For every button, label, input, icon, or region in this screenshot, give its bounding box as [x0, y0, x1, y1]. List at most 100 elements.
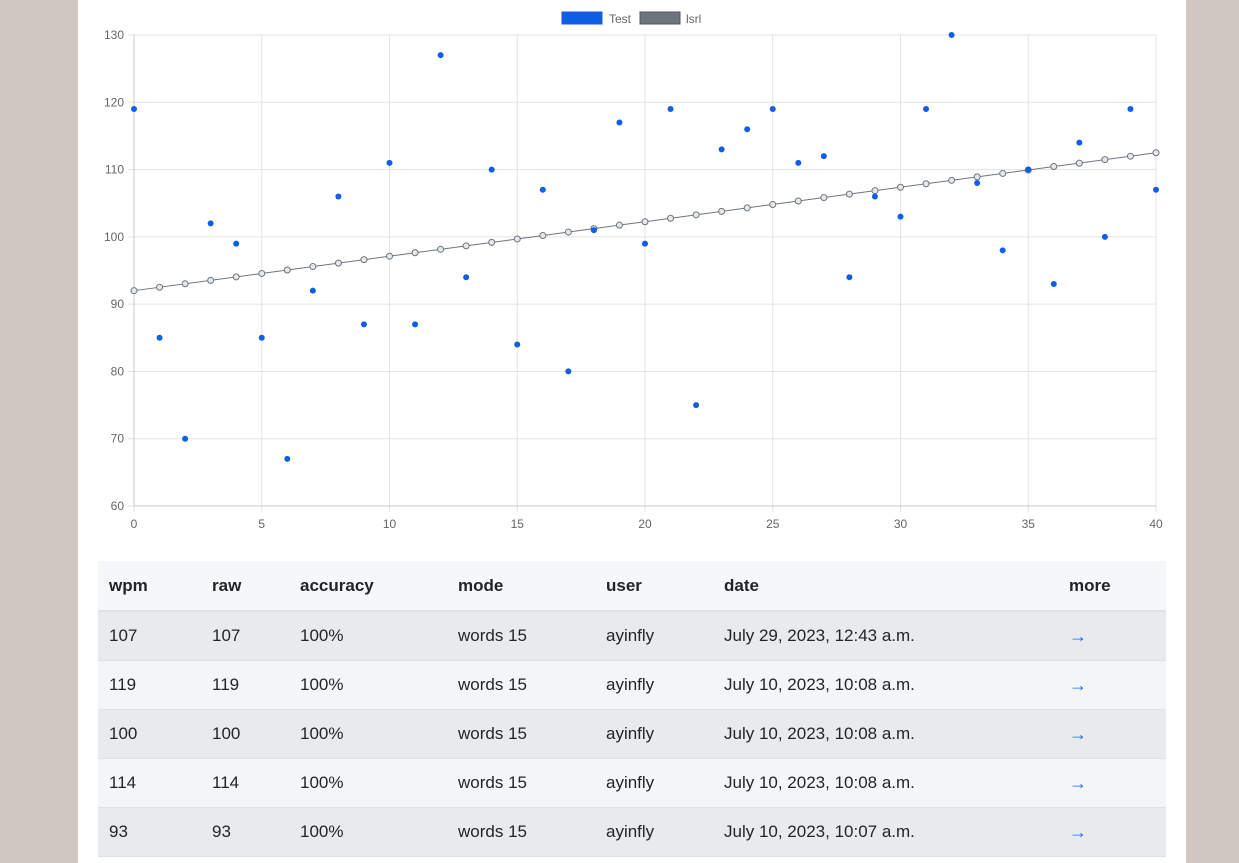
lsrl-point	[1126, 152, 1134, 160]
table-row: 100 100 100% words 15 ayinfly July 10, 2…	[98, 709, 1166, 759]
test-point	[258, 334, 265, 341]
test-point	[616, 119, 623, 126]
arrow-right-icon[interactable]: →	[1069, 674, 1087, 695]
test-point	[335, 193, 342, 200]
lsrl-point	[794, 197, 802, 205]
lsrl-point	[641, 218, 649, 226]
test-point	[207, 220, 214, 227]
cell-user: ayinfly	[595, 660, 713, 710]
test-point	[897, 213, 904, 220]
test-point	[412, 321, 419, 328]
lsrl-point	[232, 273, 240, 281]
lsrl-point	[309, 263, 317, 271]
test-point	[233, 240, 240, 247]
y-tick-label: 120	[104, 95, 124, 109]
test-point	[948, 32, 955, 38]
test-point	[923, 106, 930, 113]
arrow-right-icon[interactable]: →	[1069, 821, 1087, 842]
cell-raw: 93	[201, 807, 289, 857]
test-point	[974, 180, 981, 187]
table-row: 93 93 100% words 15 ayinfly July 10, 202…	[98, 807, 1166, 857]
table-header-row: wpm raw accuracy mode user date more	[98, 561, 1166, 611]
cell-user: ayinfly	[595, 709, 713, 759]
lsrl-point	[973, 173, 981, 181]
test-point	[871, 193, 878, 200]
test-point	[284, 455, 291, 462]
header-wpm: wpm	[98, 561, 201, 611]
test-point	[463, 274, 470, 281]
cell-accuracy: 100%	[289, 709, 447, 759]
cell-user: ayinfly	[595, 611, 713, 661]
test-point	[437, 52, 444, 59]
lsrl-point	[181, 280, 189, 288]
test-point	[1101, 233, 1108, 240]
cell-raw: 107	[201, 611, 289, 661]
lsrl-point	[897, 183, 904, 191]
lsrl-point	[948, 176, 956, 184]
test-point	[1025, 166, 1032, 173]
cell-mode: words 15	[447, 807, 595, 857]
lsrl-point	[386, 252, 393, 260]
lsrl-point	[718, 207, 726, 215]
results-table: wpm raw accuracy mode user date more 107…	[98, 561, 1166, 857]
x-tick-label: 30	[894, 517, 908, 531]
cell-date: July 10, 2023, 10:07 a.m.	[713, 807, 1058, 857]
lsrl-point	[283, 266, 291, 274]
test-point	[590, 227, 597, 234]
results-table-container: wpm raw accuracy mode user date more 107…	[98, 561, 1166, 857]
cell-mode: words 15	[447, 660, 595, 710]
cell-accuracy: 100%	[289, 611, 447, 661]
lsrl-point	[207, 276, 215, 284]
cell-accuracy: 100%	[289, 758, 447, 808]
lsrl-point	[871, 187, 879, 195]
test-point	[360, 321, 367, 328]
cell-wpm: 100	[98, 709, 201, 759]
x-tick-label: 20	[638, 517, 652, 531]
test-point	[999, 247, 1006, 254]
y-tick-label: 60	[111, 499, 125, 513]
lsrl-point	[820, 194, 828, 202]
cell-wpm: 114	[98, 758, 201, 808]
y-tick-label: 70	[111, 432, 125, 446]
header-date: date	[713, 561, 1058, 611]
header-more: more	[1058, 561, 1166, 611]
lsrl-point	[513, 235, 521, 243]
lsrl-point	[564, 228, 572, 236]
arrow-right-icon[interactable]: →	[1069, 772, 1087, 793]
lsrl-point	[667, 214, 675, 222]
cell-date: July 29, 2023, 12:43 a.m.	[713, 611, 1058, 661]
cell-raw: 100	[201, 709, 289, 759]
test-point	[769, 106, 776, 113]
arrow-right-icon[interactable]: →	[1069, 625, 1087, 646]
cell-more: →	[1058, 807, 1166, 857]
cell-user: ayinfly	[595, 807, 713, 857]
cell-accuracy: 100%	[289, 660, 447, 710]
y-tick-label: 80	[111, 364, 125, 378]
test-point	[667, 106, 674, 113]
x-tick-label: 15	[511, 517, 525, 531]
lsrl-point	[539, 232, 547, 240]
lsrl-point	[1101, 156, 1109, 164]
table-row: 119 119 100% words 15 ayinfly July 10, 2…	[98, 660, 1166, 710]
lsrl-point	[156, 283, 164, 291]
lsrl-point	[360, 256, 368, 264]
wpm-scatter-chart: 0 5 10 15 20 25 30 35 40 60 70 80 90 100 110 120 130 Test…	[104, 11, 1163, 531]
test-point	[514, 341, 521, 348]
test-point	[693, 402, 700, 409]
lsrl-point	[1050, 163, 1058, 171]
test-point	[820, 153, 827, 160]
cell-more: →	[1058, 758, 1166, 808]
test-point	[1076, 139, 1083, 146]
legend-label-test: Test	[609, 12, 632, 26]
cell-raw: 114	[201, 758, 289, 808]
header-raw: raw	[201, 561, 289, 611]
y-tick-label: 100	[104, 230, 124, 244]
lsrl-point	[334, 259, 342, 267]
cell-accuracy: 100%	[289, 807, 447, 857]
lsrl-point	[743, 204, 751, 212]
cell-date: July 10, 2023, 10:08 a.m.	[713, 758, 1058, 808]
test-point	[131, 106, 137, 113]
arrow-right-icon[interactable]: →	[1069, 723, 1087, 744]
y-tick-label: 110	[105, 163, 124, 177]
table-row: 114 114 100% words 15 ayinfly July 10, 2…	[98, 758, 1166, 808]
